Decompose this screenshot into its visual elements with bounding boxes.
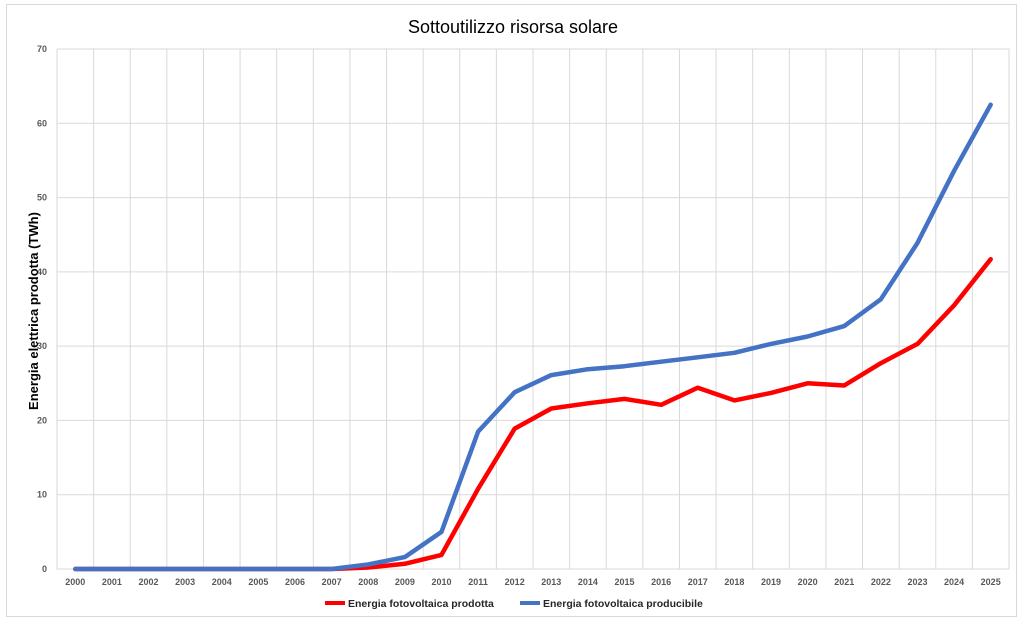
y-axis-ticks: 0 10 20 30 40 50 60 70 xyxy=(37,44,47,574)
x-axis-ticks: 2000 2001 2002 2003 2004 2005 2006 2007 2008 2009… xyxy=(65,577,1000,587)
x-tick-label: 2003 xyxy=(175,577,195,587)
x-tick-label: 2009 xyxy=(395,577,415,587)
x-tick-label: 2013 xyxy=(541,577,561,587)
legend: Energia fotovoltaica prodotta Energia fo… xyxy=(325,598,703,610)
legend-label-producibile: Energia fotovoltaica producibile xyxy=(543,598,703,610)
x-tick-label: 2002 xyxy=(139,577,159,587)
x-tick-label: 2006 xyxy=(285,577,305,587)
x-tick-label: 2022 xyxy=(871,577,891,587)
series-lines xyxy=(73,102,993,572)
x-tick-label: 2015 xyxy=(615,577,635,587)
x-tick-label: 2001 xyxy=(102,577,122,587)
x-tick-label: 2018 xyxy=(724,577,744,587)
x-tick-label: 2004 xyxy=(212,577,232,587)
y-tick-label: 50 xyxy=(37,193,47,203)
chart-title: Sottoutilizzo risorsa solare xyxy=(408,17,618,37)
y-tick-label: 20 xyxy=(37,415,47,425)
x-tick-label: 2017 xyxy=(688,577,708,587)
line-chart: Sottoutilizzo risorsa solare 0 10 20 30 40 50… xyxy=(26,17,1010,610)
y-tick-label: 10 xyxy=(37,490,47,500)
x-tick-label: 2016 xyxy=(651,577,671,587)
series-line-producibile xyxy=(73,102,993,572)
x-tick-label: 2010 xyxy=(431,577,451,587)
x-tick-label: 2021 xyxy=(834,577,854,587)
y-tick-label: 0 xyxy=(42,564,47,574)
x-tick-label: 2008 xyxy=(358,577,378,587)
gridlines xyxy=(56,48,1010,570)
x-tick-label: 2019 xyxy=(761,577,781,587)
y-tick-label: 70 xyxy=(37,44,47,54)
x-tick-label: 2023 xyxy=(907,577,927,587)
x-tick-label: 2025 xyxy=(981,577,1001,587)
chart-frame: Sottoutilizzo risorsa solare 0 10 20 30 40 50… xyxy=(6,4,1017,617)
x-tick-label: 2020 xyxy=(798,577,818,587)
y-tick-label: 60 xyxy=(37,118,47,128)
y-tick-label: 40 xyxy=(37,267,47,277)
y-tick-label: 30 xyxy=(37,341,47,351)
x-tick-label: 2011 xyxy=(468,577,488,587)
x-tick-label: 2005 xyxy=(248,577,268,587)
x-tick-label: 2014 xyxy=(578,577,598,587)
x-tick-label: 2024 xyxy=(944,577,964,587)
legend-item-producibile: Energia fotovoltaica producibile xyxy=(520,598,703,610)
x-tick-label: 2000 xyxy=(65,577,85,587)
legend-label-prodotta: Energia fotovoltaica prodotta xyxy=(348,598,494,610)
x-tick-label: 2012 xyxy=(505,577,525,587)
y-axis-label: Energia elettrica prodotta (TWh) xyxy=(26,212,41,410)
x-tick-label: 2007 xyxy=(322,577,342,587)
legend-item-prodotta: Energia fotovoltaica prodotta xyxy=(325,598,494,610)
